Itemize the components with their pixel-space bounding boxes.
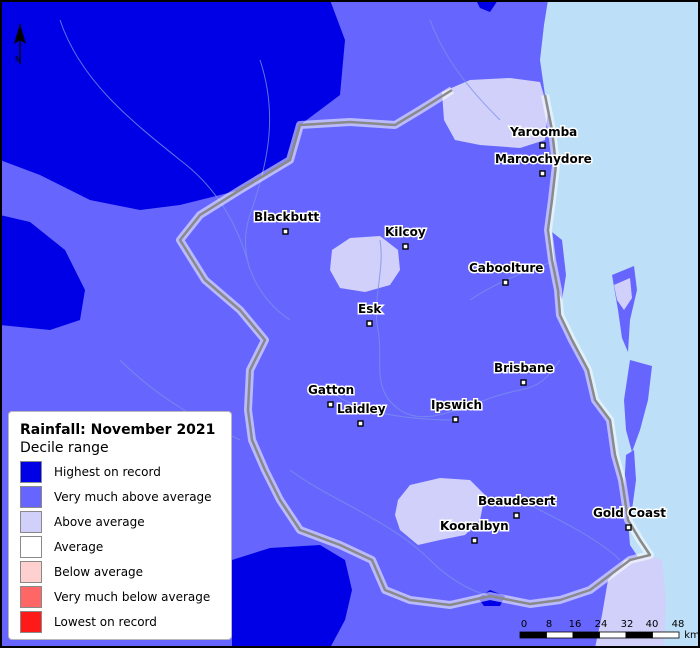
legend-label-average: Average [54,540,104,554]
scale-tick-40: 40 [646,619,659,630]
scale-tick-8: 8 [546,619,552,630]
legend-item-average: Average [20,536,230,560]
island-coast-strip [552,232,566,300]
legend-item-very-much-below-average: Very much below average [20,586,230,610]
highest-on-record-top-right [476,0,498,12]
legend-subtitle: Decile range [20,440,109,456]
scale-bar: 0 8 16 24 32 40 48 km [519,619,700,641]
scale-segment-4 [625,631,653,639]
legend-swatch-highest-on-record [20,461,42,483]
island-bribie-above [614,278,632,310]
town-label-laidley: Laidley [337,402,386,416]
scale-unit: km [684,630,700,641]
town-label-brisbane: Brisbane [494,361,554,375]
town-dot-esk [366,320,373,327]
town-label-blackbutt: Blackbutt [254,210,319,224]
above-average-sunshine-coast [442,78,548,148]
town-dot-gatton [327,401,334,408]
scale-segment-3 [599,631,627,639]
legend-swatch-very-much-above-average [20,486,42,508]
above-average-kilcoy [330,236,400,292]
legend-item-very-much-above-average: Very much above average [20,486,230,510]
scale-segment-2 [572,631,600,639]
town-label-yaroomba: Yaroomba [509,125,577,139]
legend-item-lowest-on-record: Lowest on record [20,611,230,635]
legend-swatch-above-average [20,511,42,533]
legend-item-below-average: Below average [20,561,230,585]
town-label-esk: Esk [358,302,382,316]
legend-swatch-below-average [20,561,42,583]
town-dot-kilcoy [402,243,409,250]
town-dot-ipswich [452,416,459,423]
town-dot-beaudesert [513,512,520,519]
town-dot-caboolture [502,279,509,286]
scale-segment-5 [652,631,680,639]
town-dot-blackbutt [282,228,289,235]
scale-tick-0: 0 [521,619,527,630]
town-dot-kooralbyn [471,537,478,544]
legend-label-very-much-below-average: Very much below average [54,590,211,604]
scale-segment-1 [546,631,574,639]
north-arrow-icon: N [14,24,26,64]
scale-tick-48: 48 [672,619,685,630]
rivers [59,19,621,601]
legend-item-above-average: Above average [20,511,230,535]
highest-on-record-west [0,215,85,330]
scale-tick-16: 16 [569,619,582,630]
legend-title: Rainfall: November 2021 [20,422,216,438]
region-outline [178,88,652,607]
legend-swatch-average [20,536,42,558]
town-dot-gold-coast [625,524,632,531]
town-dot-brisbane [520,379,527,386]
legend-label-very-much-above-average: Very much above average [54,490,212,504]
town-markers: Yaroomba Maroochydore Blackbutt Kilcoy C… [253,124,668,544]
legend-label-below-average: Below average [54,565,144,579]
scale-tick-24: 24 [595,619,608,630]
town-label-ipswich: Ipswich [431,398,482,412]
town-label-gold-coast: Gold Coast [593,506,666,520]
town-label-kilcoy: Kilcoy [385,225,426,239]
town-dot-yaroomba [539,142,546,149]
town-label-beaudesert: Beaudesert [478,494,556,508]
highest-on-record-north [0,0,345,210]
legend: Rainfall: November 2021 Decile range Hig… [8,411,232,640]
legend-swatch-very-much-below-average [20,586,42,608]
legend-label-highest-on-record: Highest on record [54,465,161,479]
above-average-kooralbyn [395,478,485,545]
scale-tick-32: 32 [621,619,634,630]
legend-item-highest-on-record: Highest on record [20,461,230,485]
highest-on-record-south [232,545,352,648]
town-dot-maroochydore [539,170,546,177]
town-dot-laidley [357,420,364,427]
town-label-kooralbyn: Kooralbyn [440,519,509,533]
legend-swatch-lowest-on-record [20,611,42,633]
legend-label-lowest-on-record: Lowest on record [54,615,157,629]
island-moreton [624,360,652,452]
town-label-caboolture: Caboolture [469,261,543,275]
legend-label-above-average: Above average [54,515,145,529]
highest-on-record-northwest-band [0,0,60,110]
scale-segment-0 [519,631,547,639]
town-label-gatton: Gatton [308,383,354,397]
north-arrow-label: N [15,55,21,64]
above-average-southeast [595,555,666,648]
town-label-maroochydore: Maroochydore [495,152,592,166]
